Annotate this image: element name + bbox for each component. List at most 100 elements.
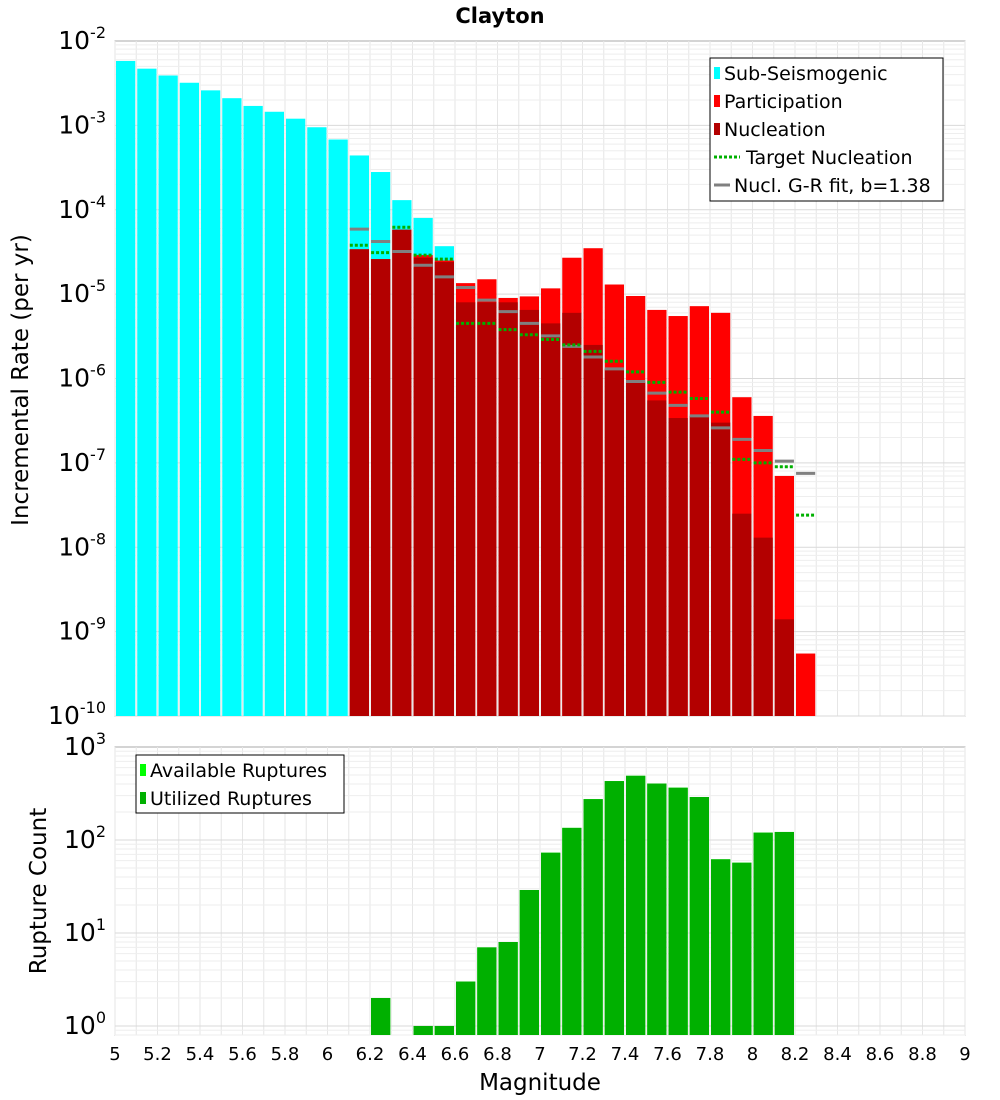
- top-y-tick-labels: 10-2 10-3 10-4 10-5 10-6 10-7 10-8 10-9 10-10: [48, 23, 106, 730]
- utilized-ruptures-bar: [434, 1025, 454, 1035]
- x-tick-label: 8: [747, 1044, 758, 1065]
- y-tick-label: 10-4: [58, 192, 106, 224]
- x-tick-label: 5.4: [186, 1044, 215, 1065]
- legend-swatch-utilized-ruptures: [140, 792, 146, 804]
- bottom-y-axis-label: Rupture Count: [26, 808, 52, 974]
- utilized-ruptures-bar: [541, 852, 561, 1035]
- y-tick-label: 10-10: [48, 698, 106, 730]
- nucleation-bar: [371, 259, 391, 716]
- y-tick-label: 10-3: [58, 107, 106, 139]
- x-tick-label: 7: [534, 1044, 545, 1065]
- bottom-legend: Available Ruptures Utilized Ruptures: [135, 754, 345, 814]
- y-tick-label: 103: [64, 729, 106, 761]
- participation-bar: [796, 653, 816, 716]
- bottom-bars: [371, 775, 794, 1035]
- top-legend: Sub-Seismogenic Participation Nucleation…: [709, 57, 944, 202]
- nucleation-bar: [392, 229, 412, 717]
- utilized-ruptures-bar: [626, 775, 646, 1035]
- utilized-ruptures-bar: [604, 781, 624, 1035]
- nucleation-bar: [413, 257, 433, 716]
- utilized-ruptures-bar: [583, 799, 603, 1035]
- top-lines: [349, 225, 816, 517]
- x-tick-label: 6.2: [356, 1044, 385, 1065]
- y-tick-label: 10-9: [58, 614, 106, 646]
- utilized-ruptures-bar: [371, 997, 391, 1035]
- utilized-ruptures-bar: [711, 859, 731, 1035]
- y-tick-label: 101: [64, 915, 106, 947]
- nucleation-bar: [456, 302, 476, 716]
- utilized-ruptures-bar: [732, 862, 752, 1035]
- y-tick-label: 10-7: [58, 445, 106, 477]
- x-tick-label: 5.6: [228, 1044, 257, 1065]
- y-tick-label: 10-2: [58, 23, 106, 55]
- top-y-axis-label: Incremental Rate (per yr): [8, 234, 34, 526]
- x-tick-label: 7.2: [568, 1044, 597, 1065]
- x-tick-label: 8.6: [866, 1044, 895, 1065]
- nucleation-bar: [647, 400, 667, 716]
- x-axis-label: Magnitude: [479, 1070, 601, 1096]
- nucleation-bar: [434, 262, 454, 716]
- utilized-ruptures-bar: [668, 787, 688, 1035]
- utilized-ruptures-bar: [774, 831, 794, 1035]
- nucleation-bar: [477, 302, 497, 716]
- sub-seismogenic-bar: [158, 75, 178, 717]
- sub-seismogenic-bar: [179, 82, 199, 716]
- sub-seismogenic-bar: [137, 68, 157, 716]
- sub-seismogenic-bar: [264, 111, 284, 716]
- x-tick-label: 8.8: [908, 1044, 937, 1065]
- x-tick-label: 6.4: [398, 1044, 427, 1065]
- legend-label-gr-fit: Nucl. G-R fit, b=1.38: [734, 175, 931, 197]
- nucleation-bar: [732, 513, 752, 716]
- x-tick-label: 6.8: [483, 1044, 512, 1065]
- sub-seismogenic-bar: [222, 98, 242, 716]
- legend-label-nucleation: Nucleation: [724, 119, 826, 141]
- sub-seismogenic-bar: [328, 139, 348, 716]
- legend-label-participation: Participation: [724, 91, 843, 113]
- y-tick-label: 10-5: [58, 276, 106, 308]
- y-tick-label: 10-8: [58, 529, 106, 561]
- utilized-ruptures-bar: [753, 832, 773, 1035]
- nucleation-bar: [774, 619, 794, 716]
- nucleation-bar: [541, 323, 561, 716]
- y-tick-label: 102: [64, 822, 106, 854]
- nucleation-bar: [562, 312, 582, 716]
- x-tick-label: 8.2: [781, 1044, 810, 1065]
- bottom-y-tick-labels: 103 102 101 100: [64, 729, 106, 1040]
- bottom-grid: [114, 747, 966, 1036]
- utilized-ruptures-bar: [498, 942, 518, 1035]
- nucleation-bar: [668, 418, 688, 716]
- nucleation-bar: [583, 344, 603, 716]
- nucleation-bar: [604, 368, 624, 716]
- chart-title: Clayton: [455, 4, 544, 28]
- x-tick-labels: 5 5.2 5.4 5.6 5.8 6 6.2 6.4 6.6 6.8 7 7.2 7.4 7.6 7.8 8…: [109, 1044, 970, 1065]
- legend-label-sub-seismogenic: Sub-Seismogenic: [724, 63, 888, 85]
- nucleation-bar: [498, 302, 518, 716]
- x-tick-label: 7.8: [696, 1044, 725, 1065]
- x-tick-label: 7.4: [611, 1044, 640, 1065]
- nucleation-bar: [711, 422, 731, 716]
- x-tick-label: 6: [322, 1044, 333, 1065]
- sub-seismogenic-bar: [116, 60, 136, 717]
- x-tick-label: 8.4: [823, 1044, 852, 1065]
- top-legend-box: [709, 57, 944, 202]
- legend-swatch-available-ruptures: [140, 764, 146, 776]
- sub-seismogenic-bar: [286, 118, 306, 716]
- sub-seismogenic-bar: [243, 105, 263, 717]
- legend-swatch-sub-seismogenic: [714, 67, 720, 79]
- nucleation-bar: [519, 309, 539, 716]
- y-tick-label: 100: [64, 1008, 106, 1040]
- bottom-panel: 103 102 101 100 5 5.2 5.4 5.6 5.8 6 6.2 6.4 6.6 6.8 7…: [26, 729, 971, 1096]
- x-tick-label: 5.8: [271, 1044, 300, 1065]
- legend-swatch-nucleation: [714, 123, 720, 135]
- x-tick-label: 5.2: [143, 1044, 172, 1065]
- x-tick-label: 6.6: [441, 1044, 470, 1065]
- x-tick-label: 7.6: [653, 1044, 682, 1065]
- legend-label-target-nucleation: Target Nucleation: [745, 147, 913, 169]
- nucleation-bar: [689, 415, 709, 716]
- top-bars: [116, 60, 816, 717]
- utilized-ruptures-bar: [562, 827, 582, 1035]
- nucleation-bar: [753, 537, 773, 716]
- legend-label-utilized-ruptures: Utilized Ruptures: [150, 788, 312, 810]
- utilized-ruptures-bar: [477, 947, 497, 1035]
